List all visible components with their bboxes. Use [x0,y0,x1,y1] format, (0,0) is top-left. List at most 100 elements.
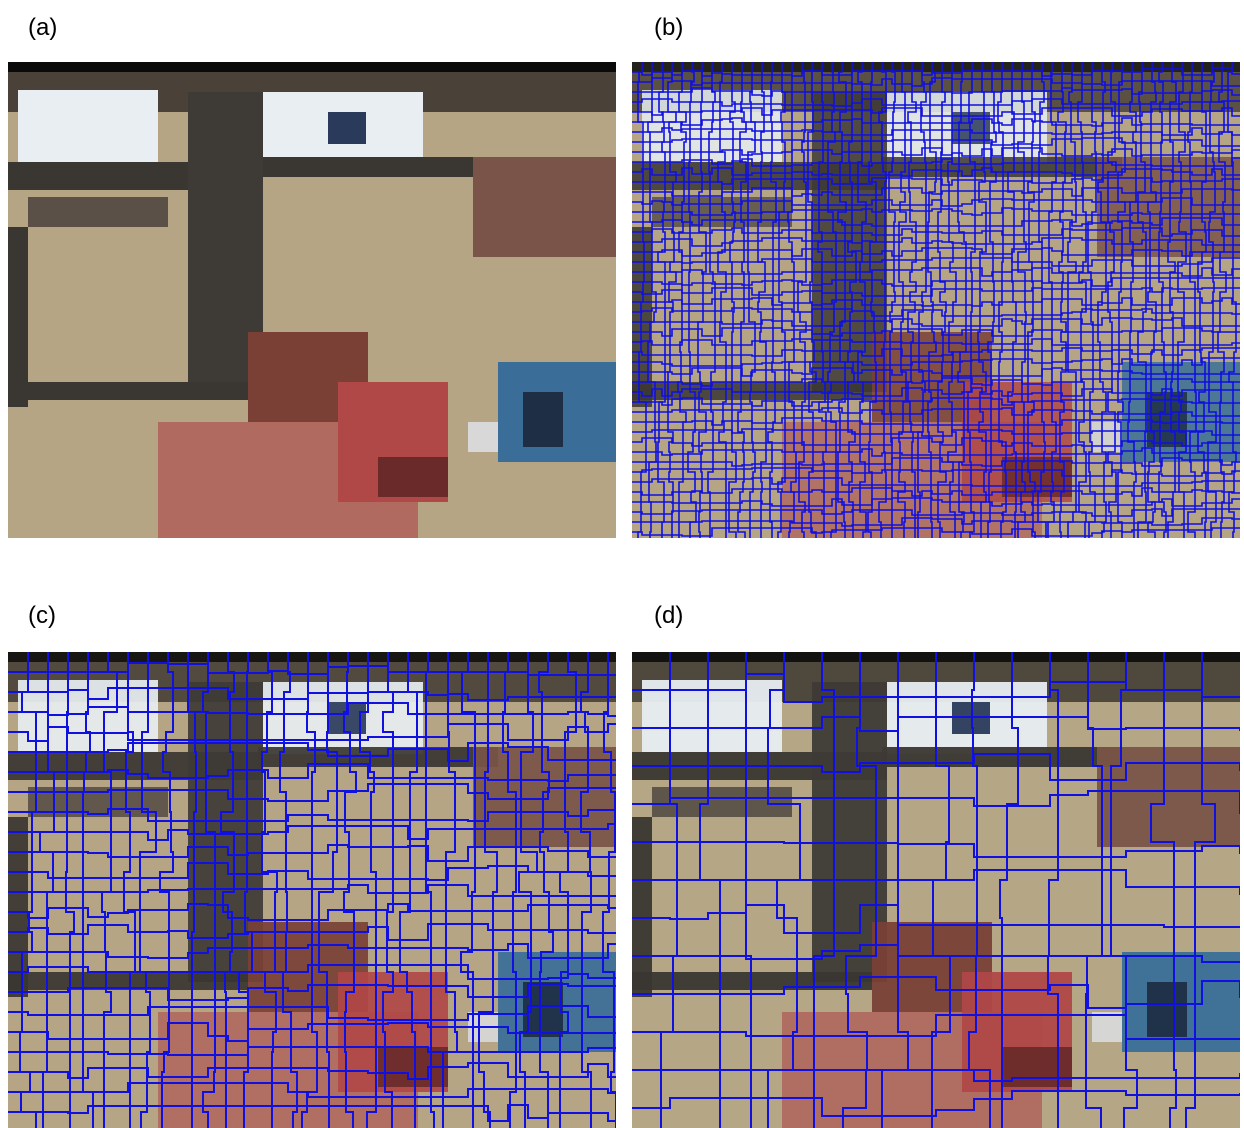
panel-b-boundary-h [632,98,1240,107]
panel-b-boundary-h [632,177,1240,186]
panel-b-boundary-h [632,517,1240,527]
panel-b-boundary-v [807,62,817,538]
panel-c-boundary-v [65,652,75,1128]
panel-b-boundary-h [632,467,1240,477]
panel-b-boundary-v [997,62,1007,538]
panel-b-bright-spot [1092,422,1122,452]
panel-b-boundary-v [1087,62,1097,538]
panel-c-frame-bar-lower [8,972,248,990]
panel-c-boundary-h [8,1046,616,1056]
panel-b-boundary-v [767,62,777,538]
panel-b-boundary-v [888,62,896,538]
panel-b-boundary-h [632,428,1240,437]
panel-d-boundary-h [632,869,1240,895]
panel-b-boundary-v [1077,62,1087,538]
panel-b-boundary-h [632,267,1240,277]
panel-b-boundary-h [632,527,1240,537]
panel-b-boundary-h [632,307,1240,317]
panel-b-boundary-v [917,62,927,538]
panel-d-boundary-v [881,652,909,1128]
panel-a-frame-bar-lower [8,382,248,400]
panel-c-boundary-h [8,723,616,742]
panel-b-boundary-h [632,367,1240,377]
panel-b-boundary-h [632,227,1240,237]
panel-b-boundary-h [632,247,1240,257]
panel-c-boundary-h [8,964,616,980]
panel-b-boundary-h [632,357,1240,367]
panel-b-boundary-v [677,62,687,538]
panel-d-boundary-v [842,652,877,1128]
panel-d-left-window [642,680,782,752]
panel-b-boundary-h [632,157,1240,167]
panel-b-boundary-v [937,62,947,538]
panel-b-boundary-v [647,62,657,538]
panel-b-boundary-v [847,62,857,538]
panel-b-boundary-h [632,217,1240,227]
panel-d-bright-spot [1092,1012,1122,1042]
panel-b-boundary-h [632,167,1240,177]
panel-b-boundary-h [632,497,1240,507]
panel-c-boundary-v [202,652,216,1128]
panel-c-boundary-v [478,652,498,1128]
panel-c-boundary-v [399,652,418,1128]
panel-b-boundary-v [787,62,797,538]
panel-c-upper-right-reddish [473,747,616,847]
panel-d-boundary-v [745,652,752,1128]
panel-b-boundary-h [632,347,1240,357]
panel-d-blue-object-dark [1147,982,1187,1037]
panel-d-boundary-v [699,652,721,1128]
panel-c-boundary-v [301,652,318,1128]
panel-b-boundary-v [827,62,837,538]
panel-b-frame-bar-center [882,157,1122,177]
panel-d-left-frame-post [632,817,652,997]
panel-a-original-image [8,62,616,538]
panel-c-boundary-h [8,983,616,1001]
panel-c-boundary-v [220,652,235,1128]
panel-c-boundary-v [359,652,377,1128]
panel-b-boundary-v [977,62,987,538]
panel-d-boundary-v [1110,652,1138,1128]
panel-d-boundary-v [767,652,801,1128]
panel-c-left-frame-post [8,817,28,997]
panel-d-boundary-v [931,652,951,1128]
panel-c-boundary-h [8,844,616,862]
panel-b-boundary-v [1037,62,1047,538]
panel-b-boundary-v [697,62,707,538]
panel-d-boundary-h [632,841,1240,858]
panel-b-boundary-h [632,417,1240,426]
panel-c-boundary-v [19,652,37,1128]
panel-b-boundary-v [987,62,997,538]
panel-c-boundary-v [559,652,577,1128]
panel-c-boundary-v [425,652,435,1128]
panel-b-boundary-v [878,62,887,538]
panel-b-boundary-v [1067,62,1077,538]
panel-c-top-dark-strip [8,652,616,662]
panel-b-boundary-h [632,207,1240,216]
panel-b-boundary-v [957,62,967,538]
panel-b-boundary-h [632,457,1240,467]
panel-b-boundary-v [1158,62,1167,538]
panel-c-boundary-h [8,903,616,921]
panel-d-boundary-h [632,1069,1240,1082]
panel-b-boundary-v [947,62,957,538]
panel-a-left-frame-post [8,227,28,407]
panel-c-boundary-v [343,652,357,1128]
panel-b-boundary-v [1027,62,1036,538]
panel-d-left-panel-detail [652,787,792,817]
scene-image-c [8,652,616,1128]
panel-b-boundary-v [687,62,697,538]
panel-c-boundary-h [8,763,616,782]
panel-c-boundary-v [82,652,94,1128]
panel-b-boundary-v [737,62,747,538]
panel-b-boundary-h [632,187,1240,197]
panel-b-boundary-v [1127,62,1137,538]
panel-b-boundary-v [707,62,716,538]
panel-c-boundary-h [8,687,616,701]
panel-b-boundary-h [632,508,1240,517]
panel-b-boundary-h [632,117,1240,127]
panel-label-b: (b) [654,14,684,41]
panel-a-window-dark-spot [328,112,366,144]
panel-c-blue-object-dark [523,982,563,1037]
panel-b-boundary-v [728,62,737,538]
panel-b-boundary-v [637,62,647,538]
